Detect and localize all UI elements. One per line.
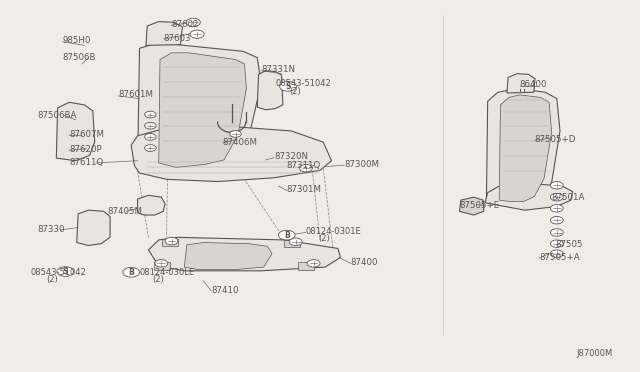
Text: 08124-030LE: 08124-030LE: [140, 268, 195, 277]
Text: 87406M: 87406M: [223, 138, 258, 147]
Circle shape: [278, 230, 295, 240]
Circle shape: [165, 237, 178, 245]
Polygon shape: [56, 102, 95, 161]
Text: (2): (2): [152, 275, 164, 284]
Text: 87611Q: 87611Q: [69, 158, 104, 167]
Circle shape: [307, 260, 320, 267]
Circle shape: [145, 111, 156, 118]
Polygon shape: [131, 126, 332, 182]
Circle shape: [289, 238, 302, 246]
Polygon shape: [499, 95, 552, 202]
Text: 87505+A: 87505+A: [539, 253, 579, 262]
Text: 87331N: 87331N: [261, 65, 295, 74]
Circle shape: [230, 131, 241, 137]
Text: 87603: 87603: [164, 34, 191, 43]
Text: 87506B: 87506B: [63, 53, 96, 62]
Text: 08543-51042: 08543-51042: [275, 79, 331, 88]
Polygon shape: [460, 197, 484, 215]
Polygon shape: [77, 210, 110, 246]
Text: 87620P: 87620P: [69, 145, 102, 154]
Polygon shape: [507, 74, 535, 93]
Circle shape: [155, 260, 168, 267]
Text: 87501A: 87501A: [552, 193, 585, 202]
Circle shape: [300, 164, 312, 172]
Text: 87330: 87330: [37, 225, 65, 234]
Text: 87602: 87602: [172, 20, 199, 29]
Circle shape: [186, 18, 200, 26]
Text: 87505+D: 87505+D: [534, 135, 576, 144]
Polygon shape: [148, 237, 340, 271]
Polygon shape: [159, 53, 246, 167]
Text: 87400: 87400: [351, 258, 378, 267]
Text: 87405M: 87405M: [108, 207, 143, 216]
Text: 87410: 87410: [211, 286, 239, 295]
Text: 86400: 86400: [520, 80, 547, 89]
Text: 87607M: 87607M: [69, 130, 104, 139]
Circle shape: [550, 193, 563, 201]
Text: 08543-51042: 08543-51042: [31, 268, 86, 277]
Text: 08124-0301E: 08124-0301E: [306, 227, 362, 236]
Text: 87505: 87505: [556, 240, 583, 249]
Text: S: S: [285, 82, 291, 91]
Circle shape: [145, 134, 156, 140]
Text: 87601M: 87601M: [118, 90, 154, 99]
Bar: [154, 262, 170, 270]
Text: B: B: [284, 231, 289, 240]
Text: S: S: [63, 267, 68, 276]
Text: 87311Q: 87311Q: [287, 161, 321, 170]
Polygon shape: [184, 243, 272, 270]
Bar: [298, 262, 314, 270]
Circle shape: [550, 205, 563, 212]
Polygon shape: [146, 22, 182, 45]
Polygon shape: [485, 183, 573, 210]
Polygon shape: [257, 71, 283, 110]
Circle shape: [190, 30, 204, 38]
Circle shape: [280, 81, 296, 91]
Circle shape: [550, 240, 563, 247]
Circle shape: [550, 229, 563, 236]
Text: 87506BA: 87506BA: [37, 111, 77, 120]
Circle shape: [550, 250, 563, 257]
Text: 87300M: 87300M: [344, 160, 380, 169]
Circle shape: [145, 145, 156, 151]
Polygon shape: [138, 44, 261, 171]
Polygon shape: [138, 195, 165, 215]
Circle shape: [123, 267, 140, 277]
Text: 87301M: 87301M: [287, 185, 322, 194]
Bar: [162, 239, 178, 246]
Circle shape: [57, 267, 74, 276]
Text: 87505+E: 87505+E: [460, 201, 500, 210]
Text: 985H0: 985H0: [63, 36, 91, 45]
Circle shape: [145, 122, 156, 129]
Circle shape: [550, 217, 563, 224]
Bar: [284, 240, 300, 247]
Text: B: B: [129, 268, 134, 277]
Circle shape: [550, 182, 563, 189]
Text: 87320N: 87320N: [274, 153, 308, 161]
Text: J87000M: J87000M: [577, 349, 613, 358]
Text: (2): (2): [46, 275, 58, 284]
Text: (2): (2): [289, 87, 301, 96]
Text: (2): (2): [319, 234, 330, 243]
Polygon shape: [486, 89, 560, 206]
